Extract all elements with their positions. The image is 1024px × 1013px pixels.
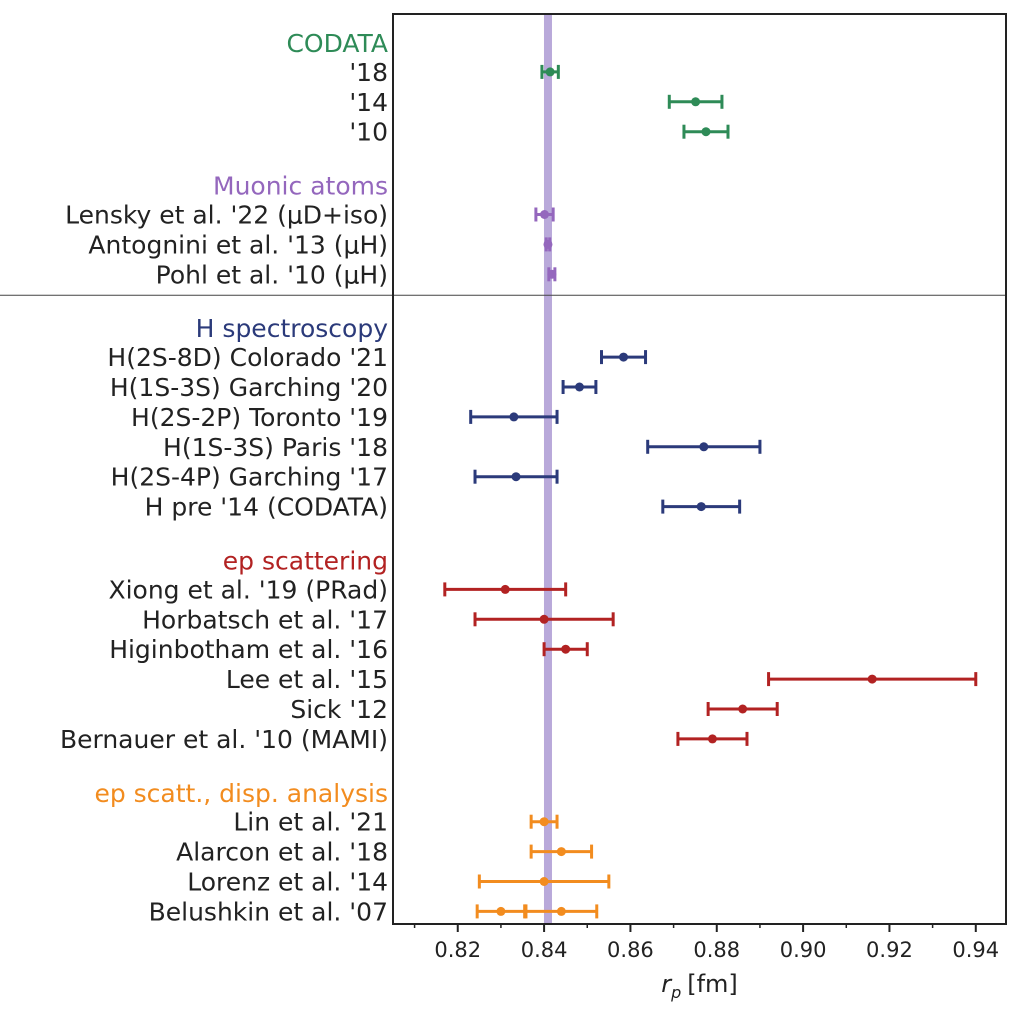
bar-4-1-0-point [556,847,566,857]
bar-3-4-point [738,704,748,714]
group-title-4: ep scatt., disp. analysis [94,779,388,808]
row-label-2-0: H(2S-8D) Colorado '21 [107,343,388,372]
x-tick-label-2: 0.86 [607,938,654,962]
row-label-3-2: Higinbotham et al. '16 [109,635,388,664]
row-label-4-2: Lorenz et al. '14 [187,868,388,897]
row-label-3-3: Lee et al. '15 [226,665,388,694]
group-title-2: H spectroscopy [196,314,389,343]
bar-0-0-point [545,67,555,77]
bar-2-3-point [699,442,709,452]
bar-2-4-point [511,472,521,482]
row-label-1-1: Antognini et al. '13 (μH) [88,230,388,259]
reference-band [543,14,552,924]
x-axis-label: rp [fm] [661,970,738,1002]
bar-2-5-point [696,502,706,512]
row-label-0-0: '18 [349,58,388,87]
row-label-3-0: Xiong et al. '19 (PRad) [108,575,388,604]
x-tick-label-0: 0.82 [434,938,481,962]
bar-2-2-point [509,412,519,422]
bar-3-3-point [867,674,877,684]
bar-1-0-point [540,210,550,219]
bar-4-3-1-point [556,906,566,916]
bar-3-1-point [539,614,549,624]
x-tick-label-4: 0.90 [780,938,827,962]
bar-3-0-point [500,584,510,594]
group-title-0: CODATA [286,29,388,58]
row-label-1-0: Lensky et al. '22 (μD+iso) [65,201,388,230]
row-label-3-5: Bernauer et al. '10 (MAMI) [60,725,388,754]
group-title-3: ep scattering [223,547,388,576]
bar-1-1-point [543,239,553,249]
row-label-4-1: Alarcon et al. '18 [176,838,388,867]
row-label-2-5: H pre '14 (CODATA) [145,493,388,522]
row-label-2-1: H(1S-3S) Garching '20 [110,373,388,402]
row-label-4-0: Lin et al. '21 [233,808,388,837]
row-label-0-1: '14 [349,88,388,117]
row-label-4-3: Belushkin et al. '07 [149,897,388,926]
x-tick-label-1: 0.84 [521,938,568,962]
row-label-0-2: '10 [349,118,388,147]
bar-2-0-point [619,352,629,362]
row-label-2-2: H(2S-2P) Toronto '19 [131,403,388,432]
row-label-1-2: Pohl et al. '10 (μH) [156,260,388,289]
bar-4-0-0-point [539,817,549,827]
group-title-1: Muonic atoms [213,172,388,201]
bar-0-2-point [701,127,711,137]
bar-1-2-point [547,269,557,279]
bar-3-2-point [561,644,571,654]
bar-3-5-point [707,734,717,744]
row-label-3-4: Sick '12 [290,695,388,724]
row-label-2-3: H(1S-3S) Paris '18 [163,433,388,462]
x-tick-label-3: 0.88 [693,938,740,962]
x-tick-label-5: 0.92 [866,938,913,962]
bar-2-1-point [574,382,584,392]
row-label-3-1: Horbatsch et al. '17 [142,605,388,634]
bar-4-2-0-point [539,877,549,886]
x-tick-label-6: 0.94 [952,938,999,962]
row-label-2-4: H(2S-4P) Garching '17 [111,463,388,492]
bar-4-3-0-point [496,906,506,916]
bar-0-1-point [691,97,701,107]
plot-frame [392,13,1007,925]
